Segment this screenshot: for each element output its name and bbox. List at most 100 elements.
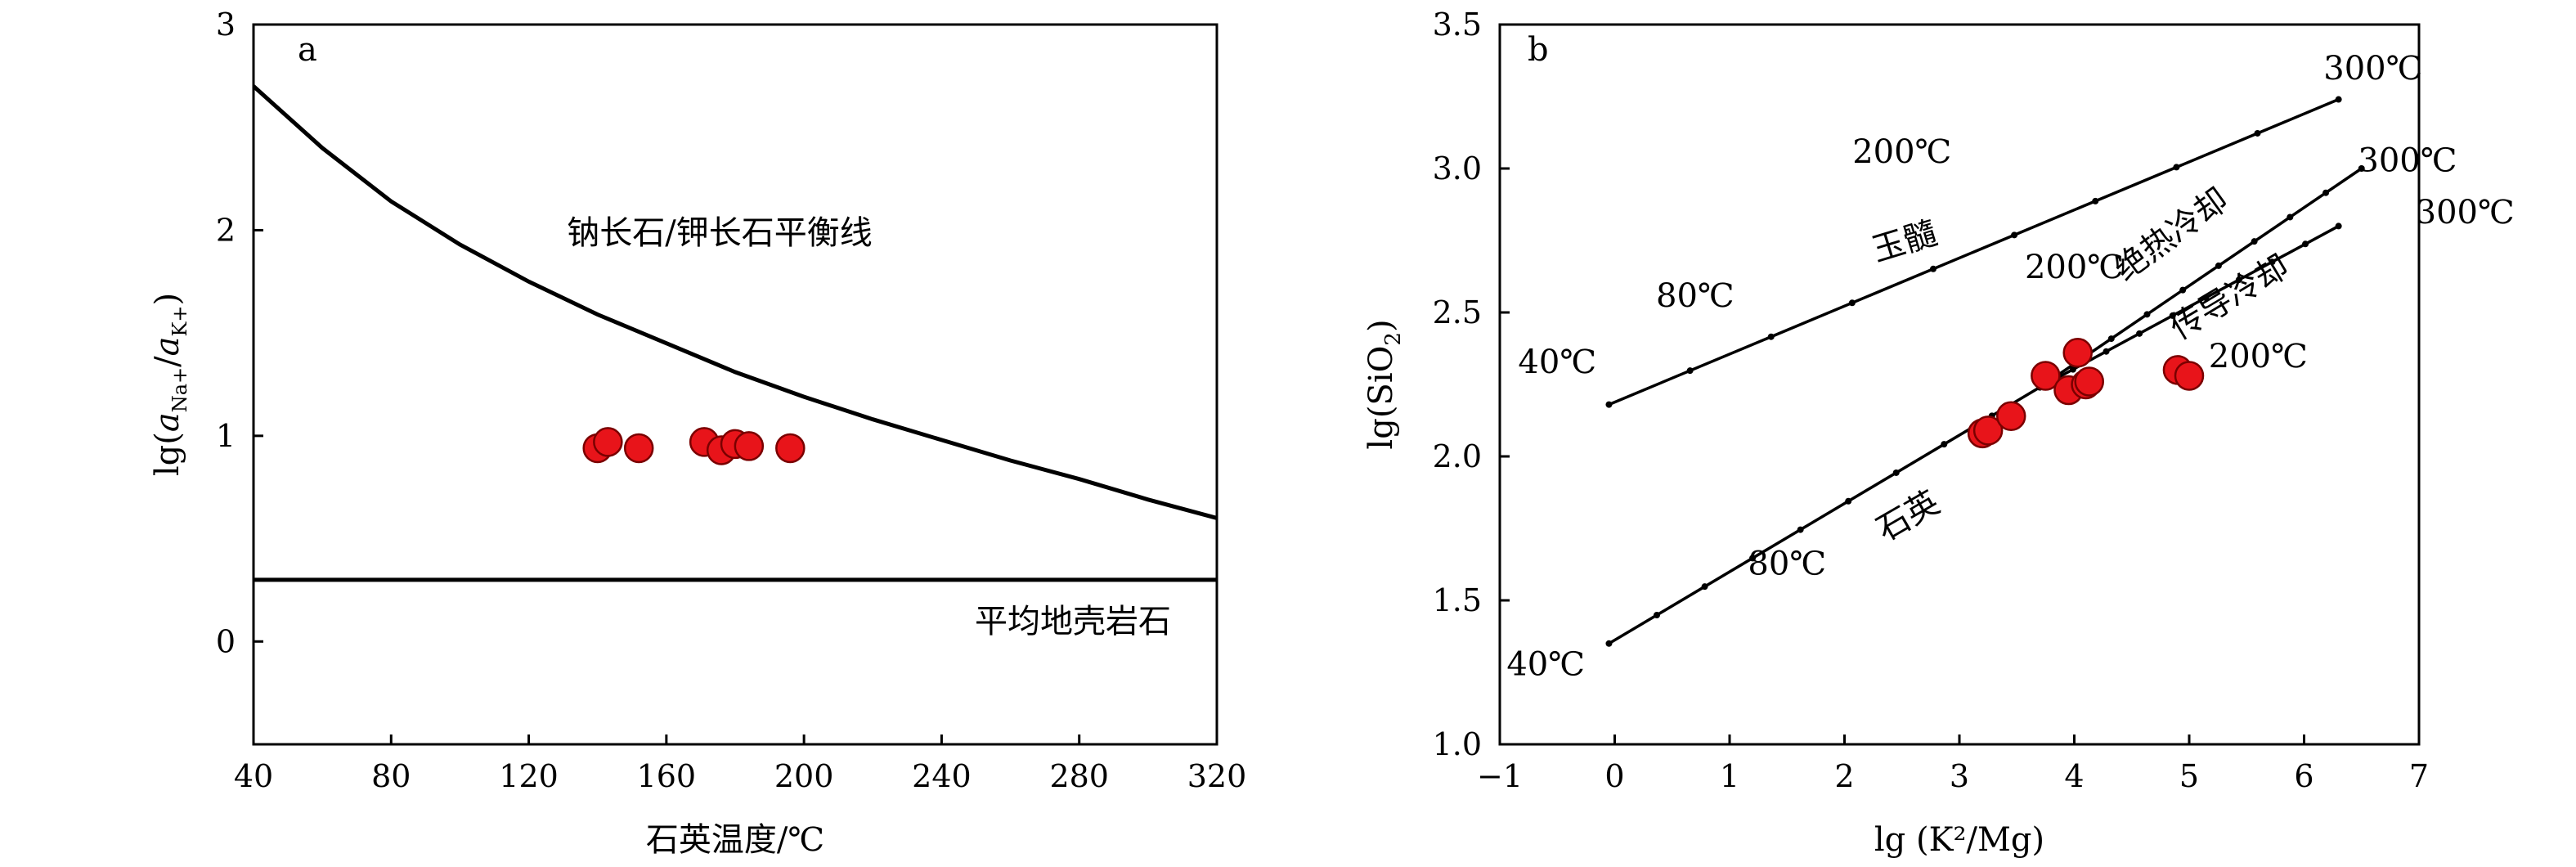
b-xtick-label: −1 bbox=[1477, 758, 1523, 794]
panel-b-tag: b bbox=[1528, 31, 1549, 69]
b-xtick-label: 1 bbox=[1720, 758, 1739, 794]
b-curve-label: 玉髓 bbox=[1868, 214, 1941, 269]
b-curve-3 bbox=[2039, 167, 2363, 389]
b-temperature-label: 200℃ bbox=[1852, 133, 1951, 171]
a-xtick-label: 240 bbox=[912, 758, 972, 794]
a-data-point bbox=[623, 433, 654, 464]
b-curve-marker bbox=[2143, 311, 2151, 318]
b-curve-marker bbox=[1767, 333, 1775, 340]
panel-b-frame bbox=[1498, 23, 2421, 746]
b-curve-label: 石英 bbox=[1870, 483, 1945, 549]
b-temperature-label: 200℃ bbox=[2025, 249, 2124, 286]
b-curve-label: 传导冷却 bbox=[2164, 248, 2296, 348]
a-ytick-label: 0 bbox=[216, 623, 236, 659]
a-data-point bbox=[593, 427, 623, 457]
b-curve-marker bbox=[2169, 312, 2176, 319]
b-curve-marker bbox=[2173, 164, 2180, 171]
b-curve-marker bbox=[2136, 330, 2143, 337]
a-curve-label-equilibrium: 钠长石/钾长石平衡线 bbox=[567, 214, 872, 252]
panel-b-points bbox=[1967, 338, 2205, 449]
b-curve-marker bbox=[1654, 611, 1661, 618]
b-curve-marker bbox=[1848, 299, 1856, 307]
b-curve-marker bbox=[1701, 583, 1708, 591]
panel-b-ticks: −1 0 1 2 3 4 5 6 7 1.0 1.5 2.0 2.5 3.0 3.5 bbox=[1433, 7, 2430, 794]
panel-a-points bbox=[582, 427, 806, 465]
b-curve-1 bbox=[1608, 97, 2340, 407]
a-xtick-label: 160 bbox=[637, 758, 697, 794]
a-data-point bbox=[734, 431, 765, 461]
b-curve-marker bbox=[2103, 348, 2110, 355]
b-data-point bbox=[2031, 361, 2061, 391]
panel-a-ylabel: lg(aNa+/aK+) bbox=[149, 293, 191, 476]
a-data-point bbox=[775, 433, 806, 464]
b-temperature-label: 40℃ bbox=[1518, 344, 1596, 381]
a-ytick-label: 2 bbox=[216, 212, 236, 248]
b-curve-marker bbox=[2069, 366, 2076, 373]
b-xtick-label: 6 bbox=[2294, 758, 2313, 794]
b-xtick-label: 2 bbox=[1834, 758, 1854, 794]
a-xtick-label: 200 bbox=[774, 758, 834, 794]
b-data-point bbox=[2174, 361, 2205, 391]
b-temperature-label: 200℃ bbox=[2209, 338, 2308, 375]
b-data-point bbox=[2074, 366, 2105, 397]
b-curve-marker bbox=[2202, 294, 2210, 302]
b-data-point bbox=[2062, 338, 2093, 368]
b-xtick-label: 4 bbox=[2064, 758, 2084, 794]
panel-a-xlabel: 石英温度/℃ bbox=[646, 821, 824, 859]
b-curve-marker bbox=[2335, 222, 2342, 230]
b-curve-marker bbox=[2235, 276, 2242, 284]
b-ytick-label: 1.5 bbox=[1433, 582, 1482, 618]
b-ytick-label: 3.5 bbox=[1433, 7, 1482, 43]
b-temperature-label: 300℃ bbox=[2416, 194, 2515, 231]
panel-b-ylabel: lg(SiO2) bbox=[1362, 319, 1406, 449]
b-curve-marker bbox=[2251, 238, 2258, 245]
b-curve-marker bbox=[1749, 555, 1757, 562]
b-curve-marker bbox=[2011, 231, 2018, 239]
a-xtick-label: 320 bbox=[1187, 758, 1247, 794]
panel-a: a 石英温度/℃ lg(aNa+/aK+) 40 80 120 160 200 240 28… bbox=[149, 7, 1246, 859]
b-curve-marker bbox=[1941, 441, 1948, 448]
b-temperature-label: 300℃ bbox=[2358, 142, 2457, 180]
b-curve-marker bbox=[2302, 240, 2309, 248]
a-curve-1 bbox=[252, 84, 1218, 520]
b-temperature-label: 40℃ bbox=[1506, 646, 1585, 684]
a-xtick-label: 120 bbox=[499, 758, 559, 794]
b-temperature-label: 80℃ bbox=[1748, 545, 1826, 582]
b-xtick-label: 0 bbox=[1604, 758, 1624, 794]
b-curve-marker bbox=[1892, 469, 1900, 476]
b-curve-marker bbox=[1605, 401, 1613, 408]
b-curve-marker bbox=[2092, 197, 2099, 204]
panel-a-tag: a bbox=[298, 31, 317, 69]
b-xtick-label: 7 bbox=[2409, 758, 2429, 794]
b-curve-marker bbox=[2287, 213, 2294, 221]
b-curve-label: 绝热冷却 bbox=[2107, 181, 2235, 288]
b-xtick-label: 5 bbox=[2179, 758, 2199, 794]
b-ytick-label: 3.0 bbox=[1433, 150, 1482, 186]
b-ytick-label: 1.0 bbox=[1433, 726, 1482, 762]
b-curve-marker bbox=[1605, 640, 1613, 647]
b-curve-marker bbox=[2335, 96, 2342, 103]
b-curve-marker bbox=[1797, 526, 1804, 533]
b-curve-marker bbox=[2358, 165, 2365, 172]
a-xtick-label: 40 bbox=[234, 758, 273, 794]
b-curve-marker bbox=[2269, 258, 2276, 266]
b-data-point bbox=[1995, 401, 2026, 431]
b-temperature-label: 80℃ bbox=[1656, 277, 1735, 315]
a-ytick-label: 3 bbox=[216, 7, 236, 43]
b-curve-marker bbox=[1929, 265, 1936, 272]
b-curve-marker bbox=[2322, 189, 2330, 196]
panel-b: b lg (K²/Mg) lg(SiO2) −1 0 1 2 3 4 5 6 7 1.0 1.5 2.… bbox=[1362, 7, 2515, 859]
a-curve-label-crust: 平均地壳岩石 bbox=[975, 603, 1171, 640]
panel-a-ticks: 40 80 120 160 200 240 280 320 0 1 2 3 bbox=[216, 7, 1246, 794]
b-ytick-label: 2.5 bbox=[1433, 294, 1482, 330]
panel-b-labels: 40℃ 80℃ 200℃ 300℃ 300℃ 300℃ 200℃ 200℃ 80℃ 40℃ 玉髓 绝热… bbox=[1506, 50, 2514, 684]
b-curve-marker bbox=[2107, 335, 2115, 343]
b-data-point bbox=[1972, 416, 2004, 446]
b-curve-marker bbox=[2254, 129, 2261, 137]
a-xtick-label: 80 bbox=[371, 758, 411, 794]
b-ytick-label: 2.0 bbox=[1433, 438, 1482, 474]
b-temperature-label: 300℃ bbox=[2323, 50, 2422, 88]
panel-b-xlabel: lg (K²/Mg) bbox=[1874, 821, 2044, 859]
